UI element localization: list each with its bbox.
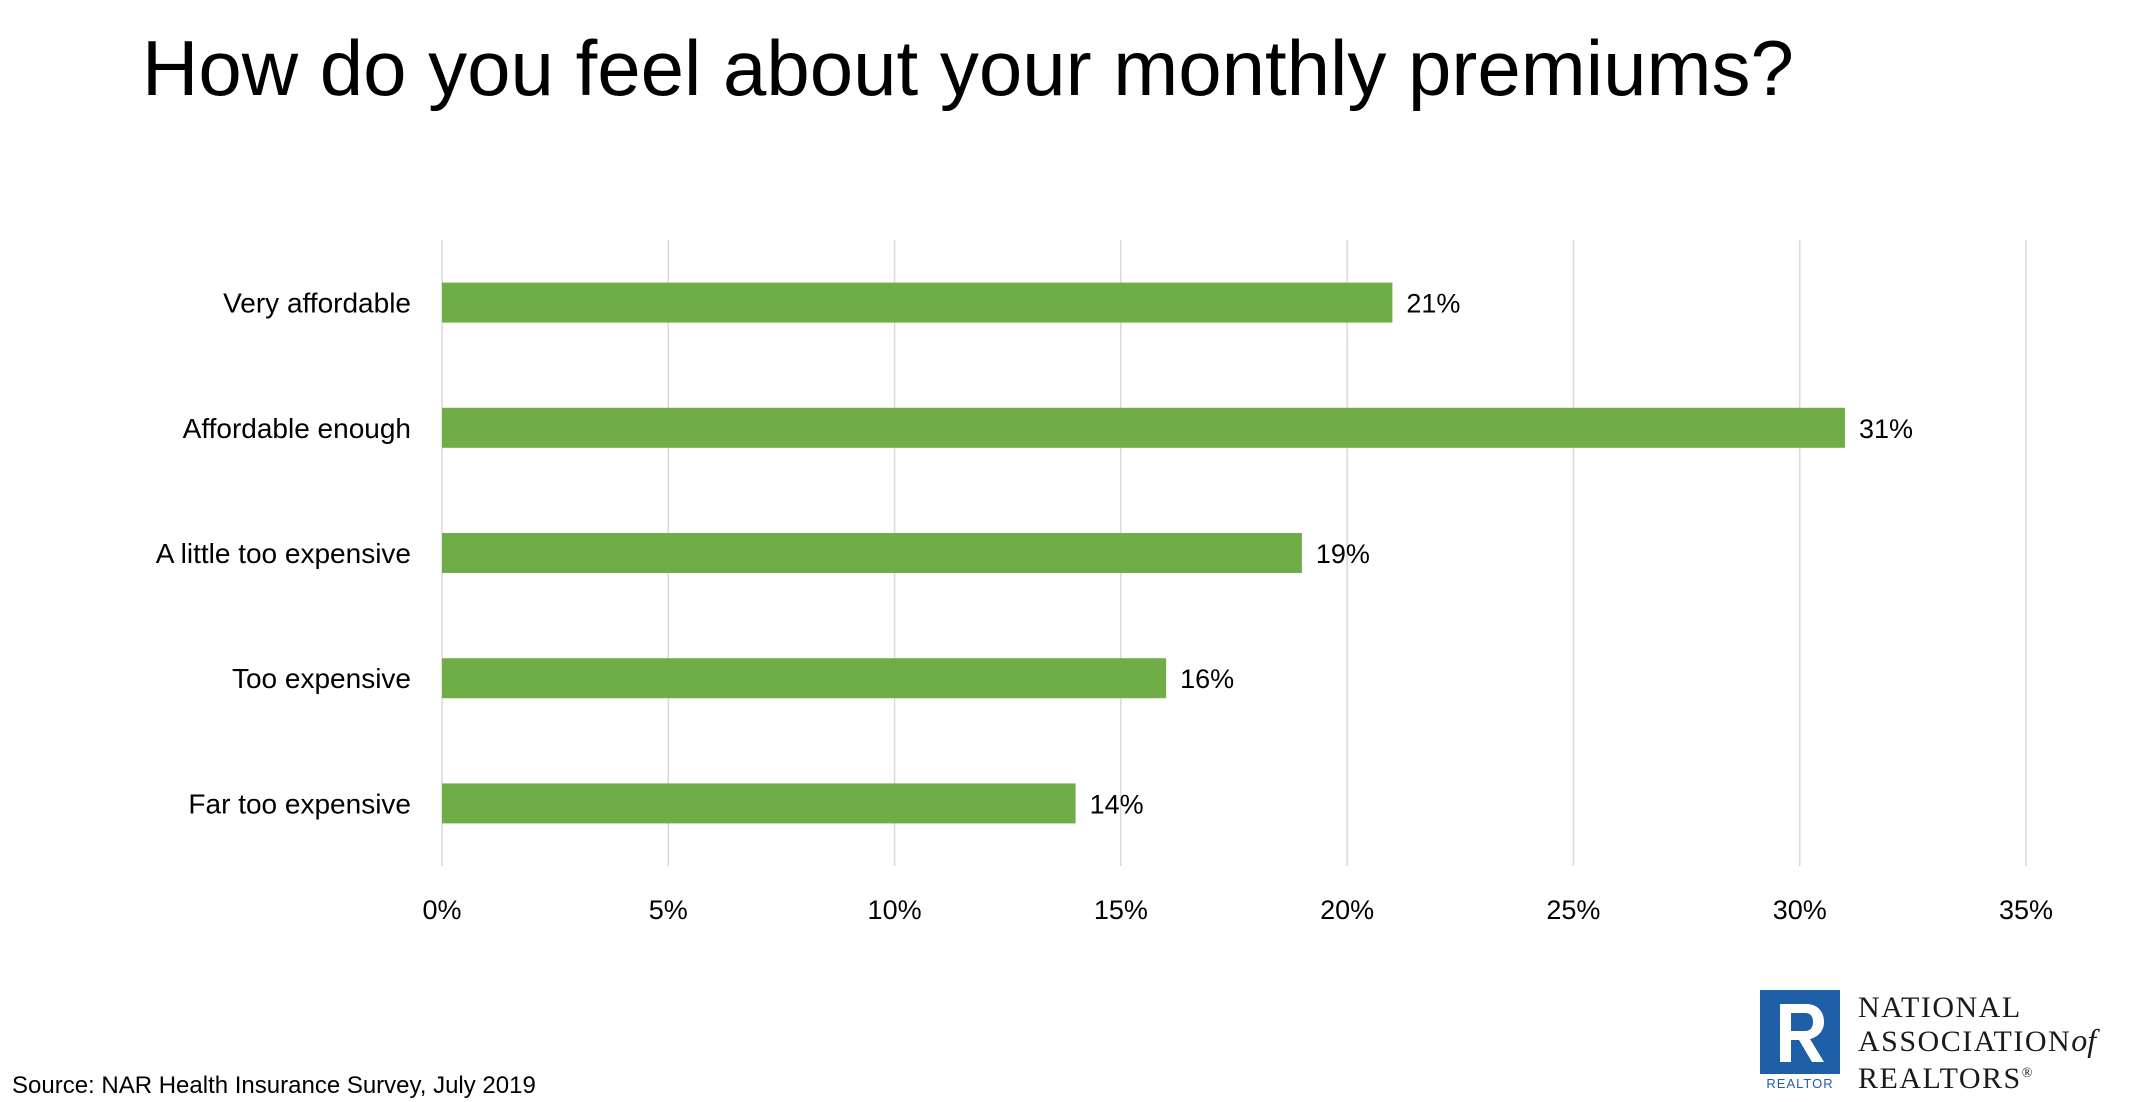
- category-label: Very affordable: [223, 288, 411, 319]
- data-label: 16%: [1180, 664, 1234, 694]
- logo-line-2: ASSOCIATION: [1858, 1025, 2072, 1058]
- category-labels: Very affordable Affordable enough A little…: [156, 288, 411, 820]
- logo-registered-mark: ®: [2021, 1066, 2034, 1081]
- logo-wordmark: NATIONAL ASSOCIATIONof REALTORS®: [1858, 992, 2096, 1095]
- x-tick-label: 0%: [422, 895, 461, 925]
- bar: [442, 658, 1167, 699]
- x-tick-labels: 0% 5% 10% 15% 20% 25% 30% 35%: [422, 895, 2053, 925]
- category-label: A little too expensive: [156, 538, 411, 569]
- realtor-r-icon: [1760, 990, 1840, 1074]
- bar: [442, 282, 1393, 323]
- x-tick-label: 35%: [1999, 895, 2053, 925]
- data-label: 19%: [1316, 539, 1370, 569]
- page-title: How do you feel about your monthly premi…: [142, 24, 1794, 112]
- bar: [442, 533, 1302, 573]
- data-label: 21%: [1406, 289, 1460, 319]
- x-tick-label: 20%: [1320, 895, 1374, 925]
- x-tick-label: 10%: [868, 895, 922, 925]
- bar: [442, 407, 1845, 448]
- x-tick-label: 15%: [1094, 895, 1148, 925]
- x-tick-label: 5%: [649, 895, 688, 925]
- bar-chart: Very affordable Affordable enough A little…: [156, 240, 2053, 925]
- bar: [442, 783, 1076, 824]
- category-label: Affordable enough: [183, 413, 411, 444]
- nar-logo: REALTOR NATIONAL ASSOCIATIONof REALTORS®: [1760, 990, 2130, 1100]
- x-tick-label: 25%: [1546, 895, 1600, 925]
- data-label: 31%: [1859, 414, 1913, 444]
- logo-line-2-of: of: [2071, 1022, 2097, 1058]
- logo-line-3: REALTORS: [1858, 1062, 2022, 1095]
- category-label: Far too expensive: [188, 788, 411, 819]
- logo-line-1: NATIONAL: [1858, 991, 2022, 1024]
- data-labels: 21% 31% 19% 16% 14%: [1090, 289, 1913, 820]
- source-note: Source: NAR Health Insurance Survey, Jul…: [12, 1072, 536, 1099]
- x-tick-label: 30%: [1773, 895, 1827, 925]
- data-label: 14%: [1090, 789, 1144, 819]
- bars: [442, 282, 1845, 824]
- logo-badge-text: REALTOR: [1766, 1076, 1834, 1091]
- category-label: Too expensive: [232, 663, 411, 694]
